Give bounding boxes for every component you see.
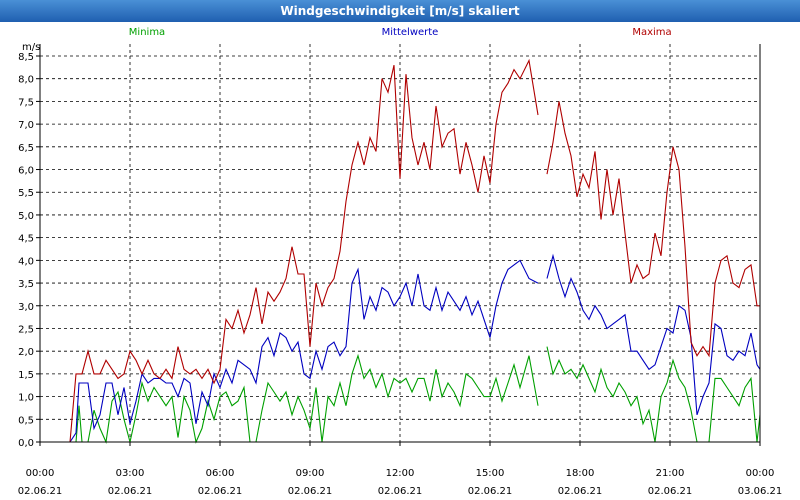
x-tick-time: 03:00 <box>116 468 145 479</box>
x-tick-date: 02.06.21 <box>648 486 693 497</box>
y-tick-label: 2,0 <box>18 347 34 358</box>
x-tick-date: 02.06.21 <box>198 486 243 497</box>
legend-maxima: Maxima <box>632 27 671 38</box>
y-tick-label: 6,0 <box>18 166 34 177</box>
x-tick-time: 15:00 <box>476 468 505 479</box>
x-tick-time: 00:00 <box>26 468 55 479</box>
y-tick-label: 1,5 <box>18 370 34 381</box>
legend-minima: Minima <box>129 27 165 38</box>
y-tick-labels: 0,0 0,5 1,0 1,5 2,0 2,5 3,0 3,5 4,0 4,5 5,0 5,5 6,0 6… <box>18 52 40 449</box>
y-tick-label: 5,5 <box>18 188 34 199</box>
x-tick-date: 02.06.21 <box>18 486 63 497</box>
legend-mittelwerte: Mittelwerte <box>382 27 439 38</box>
y-tick-label: 5,0 <box>18 211 34 222</box>
x-tick-time: 09:00 <box>296 468 325 479</box>
x-tick-date: 02.06.21 <box>558 486 603 497</box>
x-tick-date: 02.06.21 <box>468 486 513 497</box>
wind-speed-chart: m/s 0,0 0,5 1,0 1,5 2,0 2,5 3,0 3,5 4,0 4,5 5,0 5,5… <box>18 27 783 497</box>
x-tick-date: 03.06.21 <box>738 486 783 497</box>
x-tick-time: 18:00 <box>566 468 595 479</box>
y-tick-label: 4,0 <box>18 256 34 267</box>
y-axis-label: m/s <box>22 42 40 53</box>
x-tick-date: 02.06.21 <box>378 486 423 497</box>
x-tick-time: 12:00 <box>386 468 415 479</box>
x-tick-time: 21:00 <box>656 468 685 479</box>
y-tick-label: 2,5 <box>18 324 34 335</box>
y-tick-label: 4,5 <box>18 234 34 245</box>
y-tick-label: 8,5 <box>18 52 34 63</box>
y-tick-label: 3,0 <box>18 302 34 313</box>
chart-title: Windgeschwindigkeit [m/s] skaliert <box>0 0 800 22</box>
y-tick-label: 8,0 <box>18 75 34 86</box>
y-tick-label: 7,0 <box>18 120 34 131</box>
x-tick-labels: 00:00 02.06.21 03:00 02.06.21 06:00 02.06.21 0… <box>18 442 783 497</box>
y-tick-label: 0,0 <box>18 438 34 449</box>
y-tick-label: 6,5 <box>18 143 34 154</box>
x-tick-time: 00:00 <box>746 468 775 479</box>
y-tick-label: 1,0 <box>18 393 34 404</box>
grid-lines <box>40 44 760 442</box>
series-line-maxima <box>40 58 760 443</box>
x-tick-date: 02.06.21 <box>288 486 333 497</box>
y-tick-label: 0,5 <box>18 415 34 426</box>
x-tick-date: 02.06.21 <box>108 486 153 497</box>
y-tick-label: 7,5 <box>18 97 34 108</box>
x-tick-time: 06:00 <box>206 468 235 479</box>
y-tick-label: 3,5 <box>18 279 34 290</box>
